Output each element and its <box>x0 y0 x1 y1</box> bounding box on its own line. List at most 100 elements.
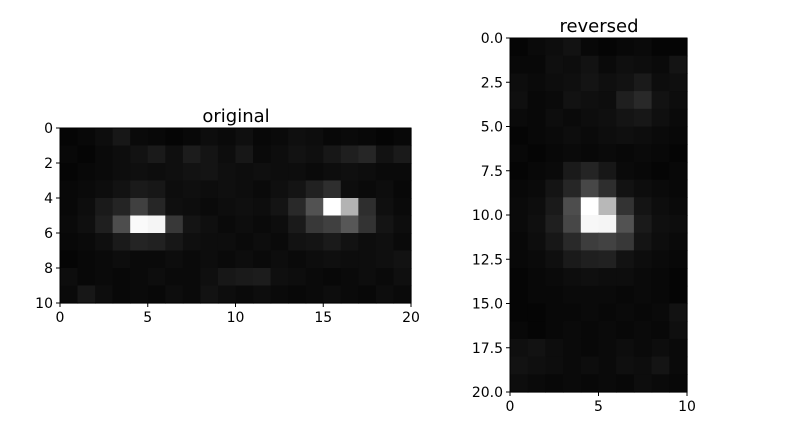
heatmap-cell <box>165 215 184 234</box>
heatmap-cell <box>270 250 289 269</box>
heatmap-cell <box>598 303 617 322</box>
heatmap-cell <box>580 374 600 393</box>
heatmap-cell <box>147 233 166 252</box>
heatmap-cell <box>580 338 600 358</box>
heatmap-cell <box>598 108 617 128</box>
heatmap-cell <box>182 285 201 304</box>
heatmap-cell <box>358 250 377 269</box>
heatmap-cell <box>669 303 688 322</box>
heatmap-cell <box>305 285 324 304</box>
heatmap-cell <box>563 338 582 358</box>
heatmap-cell <box>527 356 546 375</box>
heatmap-cell <box>633 108 653 128</box>
y-tick-label: 0.0 <box>481 31 503 47</box>
original-heatmap-panel: original 0 5 10 15 20 0 2 4 6 8 10 <box>35 106 420 326</box>
heatmap-cell <box>235 145 254 164</box>
heatmap-cell <box>323 145 342 164</box>
heatmap-cell <box>563 91 582 110</box>
heatmap-cell <box>651 268 670 287</box>
heatmap-cell <box>340 145 359 164</box>
x-tick-label: 10 <box>227 310 245 326</box>
heatmap-cell <box>77 233 96 252</box>
heatmap-cell <box>288 268 307 287</box>
heatmap-cell <box>77 198 96 217</box>
heatmap-cell <box>527 38 546 57</box>
heatmap-cell <box>147 268 166 287</box>
heatmap-cell <box>651 303 670 322</box>
x-tick-label: 5 <box>594 399 603 415</box>
y-tick-label: 8 <box>44 261 53 277</box>
heatmap-cell <box>323 128 342 147</box>
heatmap-cell <box>288 180 307 199</box>
heatmap-cell <box>95 268 114 287</box>
heatmap-cell <box>633 91 653 110</box>
heatmap-cell <box>130 163 149 182</box>
heatmap-cell <box>545 161 564 181</box>
original-axes: 0 5 10 15 20 0 2 4 6 8 10 <box>35 121 420 326</box>
reversed-title: reversed <box>559 16 638 37</box>
heatmap-cell <box>147 198 166 217</box>
heatmap-cell <box>580 38 600 57</box>
heatmap-cell <box>616 374 635 393</box>
heatmap-cell <box>130 285 149 304</box>
heatmap-cell <box>200 198 219 217</box>
heatmap-cell <box>147 163 166 182</box>
heatmap-cell <box>340 128 359 147</box>
y-tick-label: 20.0 <box>472 385 503 401</box>
heatmap-cell <box>147 285 166 304</box>
heatmap-cell <box>669 108 688 128</box>
heatmap-cell <box>633 356 653 375</box>
heatmap-cell <box>651 232 670 251</box>
heatmap-cell <box>510 161 529 181</box>
heatmap-cell <box>580 161 600 181</box>
heatmap-cell <box>375 163 395 182</box>
heatmap-cell <box>270 215 289 234</box>
heatmap-cell <box>323 268 342 287</box>
heatmap-cell <box>563 161 582 181</box>
heatmap-cell <box>580 126 600 145</box>
heatmap-cell <box>165 180 184 199</box>
heatmap-cell <box>270 268 289 287</box>
heatmap-cell <box>616 215 635 234</box>
heatmap-cell <box>270 198 289 217</box>
heatmap-cell <box>633 38 653 57</box>
heatmap-cell <box>253 250 272 269</box>
heatmap-cell <box>112 145 131 164</box>
heatmap-cell <box>95 215 114 234</box>
heatmap-cell <box>545 91 564 110</box>
heatmap-cell <box>563 215 582 234</box>
heatmap-cell <box>182 180 201 199</box>
heatmap-cell <box>580 108 600 128</box>
heatmap-cell <box>323 180 342 199</box>
heatmap-cell <box>651 338 670 358</box>
heatmap-cell <box>112 180 131 199</box>
heatmap-cell <box>305 233 324 252</box>
heatmap-cell <box>393 128 412 147</box>
heatmap-cell <box>669 356 688 375</box>
heatmap-cell <box>651 374 670 393</box>
heatmap-cell <box>77 215 96 234</box>
heatmap-cell <box>95 128 114 147</box>
heatmap-cell <box>510 197 529 216</box>
heatmap-cell <box>200 163 219 182</box>
heatmap-cell <box>147 145 166 164</box>
heatmap-cell <box>616 55 635 74</box>
x-tick-label: 15 <box>314 310 332 326</box>
heatmap-cell <box>112 128 131 147</box>
heatmap-cell <box>112 250 131 269</box>
heatmap-cell <box>95 180 114 199</box>
heatmap-cell <box>563 268 582 287</box>
heatmap-cell <box>563 374 582 393</box>
y-tick-label: 4 <box>44 191 53 207</box>
heatmap-cell <box>340 250 359 269</box>
heatmap-cell <box>288 233 307 252</box>
heatmap-cell <box>200 180 219 199</box>
y-tick-label: 2.5 <box>481 75 503 91</box>
heatmap-cell <box>305 163 324 182</box>
heatmap-cell <box>200 215 219 234</box>
heatmap-cell <box>616 108 635 128</box>
heatmap-cell <box>217 145 237 164</box>
heatmap-cell <box>527 108 546 128</box>
heatmap-cell <box>235 215 254 234</box>
